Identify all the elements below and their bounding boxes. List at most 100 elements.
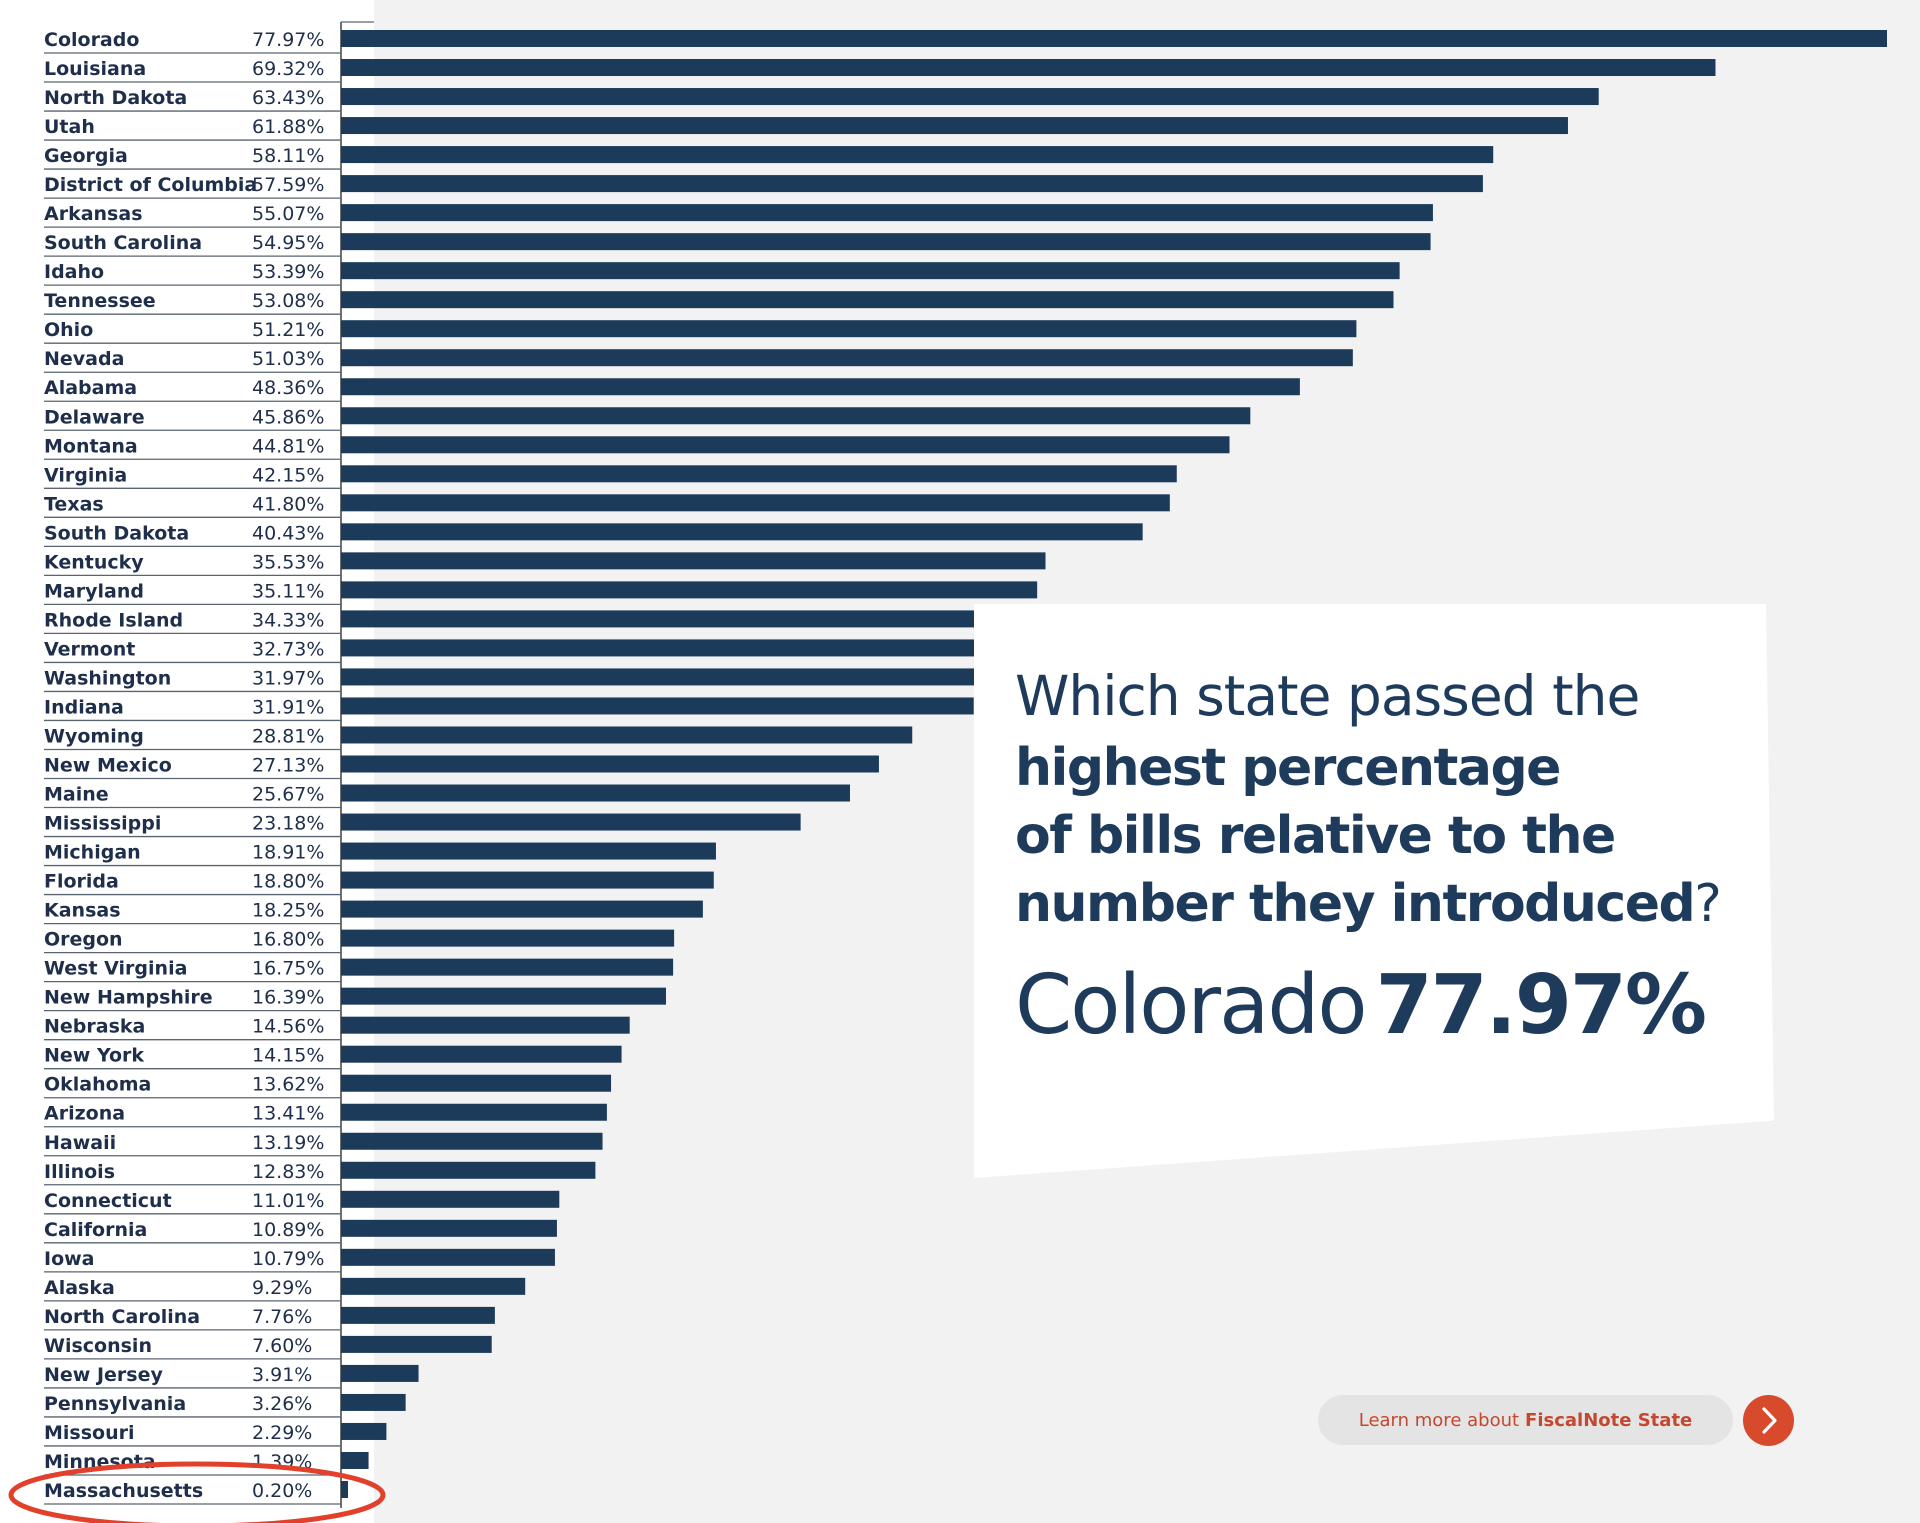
state-label: Louisiana: [44, 58, 146, 80]
value-label: 14.15%: [252, 1045, 324, 1067]
callout-question-bold-line-2: of bills relative to the: [1015, 806, 1616, 866]
bar-row-kansas: Kansas 18.25%: [44, 900, 703, 925]
bar: [341, 755, 879, 773]
bar: [341, 581, 1038, 599]
bar-row-texas: Texas 41.80%: [44, 493, 1170, 518]
value-label: 69.32%: [252, 58, 324, 80]
state-label: New York: [44, 1045, 144, 1067]
value-label: 18.25%: [252, 900, 324, 922]
bar: [341, 1481, 348, 1498]
state-label: Vermont: [44, 638, 135, 660]
bar-row-mississippi: Mississippi 23.18%: [44, 813, 801, 838]
bar-row-new-mexico: New Mexico 27.13%: [44, 755, 879, 780]
state-label: Rhode Island: [44, 609, 183, 631]
bar: [341, 842, 716, 860]
state-label: Nevada: [44, 348, 124, 370]
bar: [341, 436, 1230, 454]
state-label: New Mexico: [44, 755, 172, 777]
callout-answer-state: Colorado: [1015, 958, 1368, 1053]
state-label: Alaska: [44, 1277, 115, 1299]
state-label: Hawaii: [44, 1132, 116, 1154]
bar-row-virginia: Virginia 42.15%: [44, 464, 1177, 489]
callout-answer: Colorado 77.97%: [1015, 958, 1708, 1053]
state-label: California: [44, 1219, 147, 1241]
bar: [341, 407, 1251, 425]
bar: [341, 465, 1177, 483]
bar-row-south-carolina: South Carolina 54.95%: [44, 232, 1431, 257]
bar: [341, 958, 674, 976]
value-label: 13.41%: [252, 1103, 324, 1125]
value-label: 53.08%: [252, 290, 324, 312]
bar-row-montana: Montana 44.81%: [44, 435, 1230, 460]
state-label: Utah: [44, 116, 95, 138]
bar: [341, 1451, 369, 1469]
callout-question-bold-line-1: highest percentage: [1015, 738, 1561, 798]
state-label: Colorado: [44, 29, 139, 51]
state-label: Wyoming: [44, 725, 144, 747]
bar-row-south-dakota: South Dakota 40.43%: [44, 522, 1143, 547]
value-label: 27.13%: [252, 755, 324, 777]
value-label: 7.76%: [252, 1306, 312, 1328]
bar-row-north-carolina: North Carolina 7.76%: [44, 1306, 495, 1331]
bar-row-nevada: Nevada 51.03%: [44, 348, 1353, 373]
value-label: 7.60%: [252, 1335, 312, 1357]
bar-row-georgia: Georgia 58.11%: [44, 145, 1494, 170]
bar-row-idaho: Idaho 53.39%: [44, 261, 1400, 286]
state-label: Ohio: [44, 319, 93, 341]
value-label: 54.95%: [252, 232, 324, 254]
value-label: 31.97%: [252, 667, 324, 689]
bar: [341, 871, 714, 889]
callout-question-mark: ?: [1694, 874, 1722, 934]
bar-row-west-virginia: West Virginia 16.75%: [44, 958, 674, 983]
bar-row-wisconsin: Wisconsin 7.60%: [44, 1335, 492, 1360]
bar: [341, 30, 1887, 47]
value-label: 63.43%: [252, 87, 324, 109]
value-label: 48.36%: [252, 377, 324, 399]
bar-row-oregon: Oregon 16.80%: [44, 929, 675, 954]
value-label: 0.20%: [252, 1480, 312, 1502]
state-label: Kansas: [44, 900, 121, 922]
value-label: 40.43%: [252, 522, 324, 544]
state-label: Oklahoma: [44, 1074, 151, 1096]
bar: [341, 697, 974, 715]
bar-row-louisiana: Louisiana 69.32%: [44, 58, 1716, 83]
callout-answer-value: 77.97%: [1375, 958, 1708, 1053]
state-label: North Dakota: [44, 87, 187, 109]
learn-more-button[interactable]: Learn more about FiscalNote State: [1318, 1395, 1733, 1445]
bar: [341, 1132, 603, 1150]
bar: [341, 320, 1357, 338]
bar: [341, 1335, 492, 1353]
bar: [341, 668, 975, 686]
value-label: 28.81%: [252, 725, 324, 747]
state-label: North Carolina: [44, 1306, 200, 1328]
bar-row-indiana: Indiana 31.91%: [44, 696, 974, 722]
next-arrow-button[interactable]: [1743, 1395, 1794, 1446]
value-label: 77.97%: [252, 29, 324, 51]
highlight-ring: [8, 1461, 386, 1523]
callout-question-bold-line-3: number they introduced?: [1015, 874, 1722, 934]
bar: [341, 349, 1353, 367]
bar-row-alaska: Alaska 9.29%: [44, 1277, 526, 1302]
bar-row-new-hampshire: New Hampshire 16.39%: [44, 987, 666, 1012]
state-label: South Dakota: [44, 522, 189, 544]
state-label: Missouri: [44, 1422, 135, 1444]
state-label: Arizona: [44, 1103, 125, 1125]
bar: [341, 1045, 622, 1063]
value-label: 42.15%: [252, 464, 324, 486]
bar-row-wyoming: Wyoming 28.81%: [44, 725, 913, 751]
bar-row-maryland: Maryland 35.11%: [44, 580, 1038, 606]
bar-row-rhode-island: Rhode Island 34.33%: [44, 609, 1022, 635]
value-label: 2.29%: [252, 1422, 312, 1444]
bar-row-pennsylvania: Pennsylvania 3.26%: [44, 1393, 406, 1418]
bar: [341, 1364, 419, 1382]
bar-row-michigan: Michigan 18.91%: [44, 842, 716, 867]
bar: [341, 146, 1494, 164]
bar-row-utah: Utah 61.88%: [44, 116, 1568, 141]
state-label: Montana: [44, 435, 138, 457]
bar: [341, 987, 666, 1005]
value-label: 32.73%: [252, 638, 324, 660]
state-label: Illinois: [44, 1161, 115, 1183]
state-label: Connecticut: [44, 1190, 172, 1212]
bar: [341, 813, 801, 831]
